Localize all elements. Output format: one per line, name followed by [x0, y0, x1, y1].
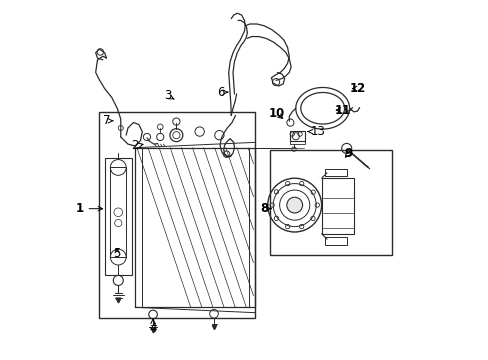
Text: 6: 6 — [217, 86, 227, 99]
Bar — [325, 168, 346, 176]
Text: 5: 5 — [113, 247, 121, 260]
Text: 3: 3 — [163, 89, 174, 102]
Text: 10: 10 — [268, 107, 285, 120]
Text: 13: 13 — [307, 125, 325, 138]
Text: 9: 9 — [344, 147, 352, 159]
Text: 8: 8 — [260, 202, 270, 215]
Circle shape — [286, 197, 302, 213]
Bar — [325, 237, 346, 245]
Text: 4: 4 — [149, 319, 157, 335]
Bar — [290, 141, 304, 144]
Bar — [99, 112, 255, 318]
Bar — [321, 178, 353, 234]
Text: 12: 12 — [348, 82, 365, 95]
Text: 11: 11 — [334, 104, 350, 117]
Bar — [104, 158, 131, 275]
Text: 2: 2 — [131, 139, 142, 152]
Bar — [135, 148, 142, 307]
Bar — [290, 131, 304, 141]
Bar — [110, 167, 126, 257]
Text: 7: 7 — [102, 114, 113, 127]
Bar — [248, 148, 255, 307]
Bar — [269, 149, 391, 255]
Text: 1: 1 — [75, 202, 102, 215]
